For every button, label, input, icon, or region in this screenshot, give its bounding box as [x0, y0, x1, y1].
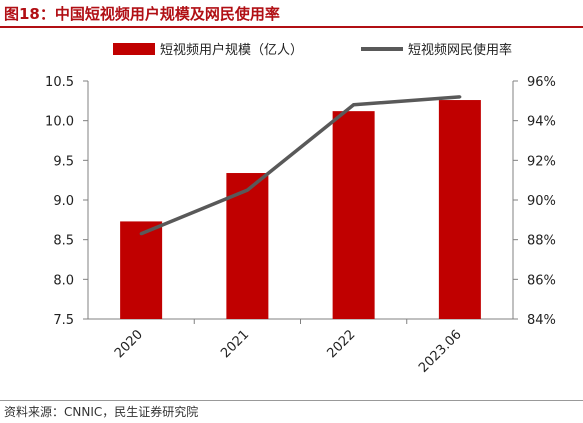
- y-right-tick-label: 88%: [527, 234, 556, 249]
- y-right-tick-label: 90%: [527, 194, 556, 209]
- x-tick-label: 2022: [324, 327, 358, 361]
- y-left-tick-label: 10.5: [45, 75, 74, 90]
- bar-2023.06: [438, 100, 481, 319]
- x-tick-label: 2023.06: [416, 327, 465, 376]
- usage-rate-point-2022: [352, 103, 356, 107]
- bar-2020: [120, 221, 163, 319]
- y-left-tick-label: 9.0: [53, 194, 74, 209]
- y-right-tick-label: 84%: [527, 313, 556, 328]
- bar-2022: [332, 111, 375, 319]
- legend-label-bars: 短视频用户规模（亿人）: [160, 42, 303, 58]
- plot-area: 7.5 8.0 8.5 9.0 9.5 10.0 10.5 84% 86% 88% 90% 92% 94…: [45, 75, 556, 376]
- y-left-tick-label: 7.5: [53, 313, 74, 328]
- legend: 短视频用户规模（亿人） 短视频网民使用率: [113, 42, 512, 58]
- y-left-tick-label: 9.5: [53, 154, 74, 169]
- y-right-tick-label: 86%: [527, 273, 556, 288]
- y-right-tick-label: 96%: [527, 75, 556, 90]
- legend-swatch-bars: [113, 43, 155, 55]
- source-note: 资料来源：CNNIC，民生证券研究院: [0, 400, 583, 423]
- y-left-tick-label: 8.5: [53, 234, 74, 249]
- combo-chart: 短视频用户规模（亿人） 短视频网民使用率 7.5 8.0 8.5 9.0 9.5 10.0 1…: [45, 42, 556, 376]
- usage-rate-point-2021: [245, 188, 249, 192]
- usage-rate-point-2020: [139, 232, 143, 236]
- x-tick-label: 2021: [218, 327, 252, 361]
- y-left-tick-label: 8.0: [53, 273, 74, 288]
- usage-rate-line: [140, 95, 461, 236]
- y-right-tick-label: 92%: [527, 154, 556, 169]
- y-left-tick-label: 10.0: [45, 115, 74, 130]
- chart-title: 图18：中国短视频用户规模及网民使用率: [0, 0, 583, 28]
- y-right-tick-label: 94%: [527, 115, 556, 130]
- x-tick-label: 2020: [112, 327, 146, 361]
- usage-rate-point-2023.06: [458, 95, 462, 99]
- legend-label-line: 短视频网民使用率: [408, 42, 512, 58]
